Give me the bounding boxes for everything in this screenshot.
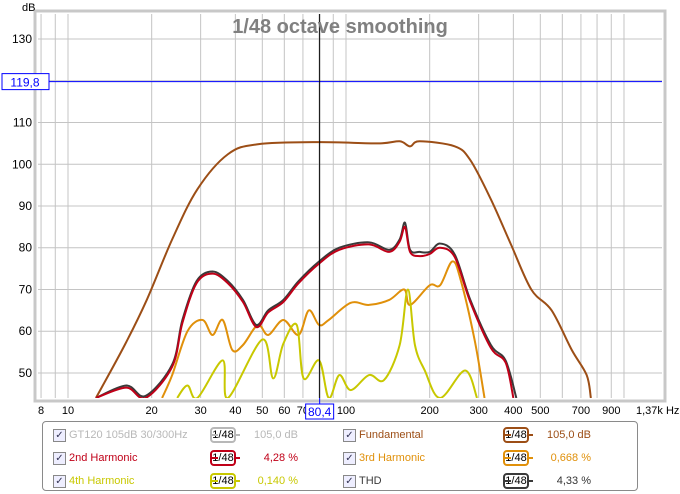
x-tick-label: 10 — [62, 405, 74, 417]
legend-item: ✓ Fundamental 1/48 105,0 dB — [343, 426, 633, 444]
smoothing-button[interactable]: 1/48 — [210, 473, 240, 489]
smoothing-value: 1/48 — [505, 429, 527, 441]
y-tick-label: 80 — [19, 241, 33, 255]
x-tick-label: 700 — [572, 405, 590, 417]
x-tick-label: 30 — [195, 405, 207, 417]
x-tick-label: 40 — [229, 405, 241, 417]
x-tick-label: 100 — [337, 405, 355, 417]
y-axis-label: dB — [22, 2, 35, 14]
legend: ✓ GT120 105dB 30/300Hz 1/48 105,0 dB ✓ Fu… — [42, 421, 638, 491]
y-tick-label: 60 — [19, 324, 33, 338]
smoothing-value: 1/48 — [212, 429, 234, 441]
legend-checkbox[interactable]: ✓ — [343, 452, 356, 465]
x-tick-label: 900 — [602, 405, 620, 417]
legend-item: ✓ 2nd Harmonic 1/48 4,28 % — [53, 449, 343, 467]
smoothing-button[interactable]: 1/48 — [210, 427, 240, 443]
legend-checkbox[interactable]: ✓ — [343, 475, 356, 488]
smoothing-value: 1/48 — [212, 452, 234, 464]
x-tick-label: 500 — [531, 405, 549, 417]
x-tick-label: 20 — [146, 405, 158, 417]
series-line-3rd-harmonic — [161, 260, 486, 398]
x-tick-label: 200 — [421, 405, 439, 417]
smoothing-button[interactable]: 1/48 — [503, 427, 533, 443]
legend-value: 105,0 dB — [546, 429, 591, 441]
legend-value: 0,668 % — [550, 452, 591, 464]
x-tick-label: 60 — [278, 405, 290, 417]
legend-item: ✓ GT120 105dB 30/300Hz 1/48 105,0 dB — [53, 426, 343, 444]
legend-value: 105,0 dB — [253, 429, 298, 441]
legend-item: ✓ 4th Harmonic 1/48 0,140 % — [53, 472, 343, 490]
x-tick-label: 1,37k Hz — [636, 405, 679, 417]
legend-label: 2nd Harmonic — [69, 452, 138, 464]
series-line-2nd-harmonic — [95, 225, 515, 398]
cursor-x-box — [305, 403, 335, 420]
smoothing-button[interactable]: 1/48 — [210, 450, 240, 466]
legend-value: 0,140 % — [257, 475, 298, 487]
smoothing-value: 1/48 — [505, 475, 527, 487]
plot-frame — [33, 9, 667, 403]
smoothing-value: 1/48 — [212, 475, 234, 487]
legend-label: 4th Harmonic — [69, 475, 135, 487]
legend-item: ✓ 3rd Harmonic 1/48 0,668 % — [343, 449, 633, 467]
x-tick-label: 400 — [504, 405, 522, 417]
x-tick-label: 50 — [256, 405, 268, 417]
x-tick-label: 300 — [469, 405, 487, 417]
series-line-4th-harmonic — [176, 288, 478, 398]
y-tick-label: 50 — [19, 366, 33, 380]
smoothing-button[interactable]: 1/48 — [503, 450, 533, 466]
series-group — [95, 140, 592, 398]
legend-label: 3rd Harmonic — [359, 452, 426, 464]
legend-checkbox[interactable]: ✓ — [53, 452, 66, 465]
cursor-y-readout: 119,8 — [10, 76, 39, 90]
smoothing-value: 1/48 — [505, 452, 527, 464]
cursor-y-box — [1, 73, 50, 91]
legend-label: GT120 105dB 30/300Hz — [69, 429, 188, 441]
y-tick-label: 70 — [19, 282, 33, 296]
legend-value: 4,33 % — [556, 475, 591, 487]
legend-checkbox[interactable]: ✓ — [53, 429, 66, 442]
legend-item: ✓ THD 1/48 4,33 % — [343, 472, 633, 490]
series-line-fundamental — [95, 140, 592, 398]
legend-label: THD — [359, 475, 382, 487]
legend-label: Fundamental — [359, 429, 424, 441]
cursor-x-readout: 80,4 — [308, 405, 332, 419]
y-tick-label: 110 — [13, 116, 32, 130]
legend-value: 4,28 % — [263, 452, 298, 464]
y-tick-label: 130 — [12, 32, 32, 46]
legend-checkbox[interactable]: ✓ — [343, 429, 356, 442]
y-tick-label: 90 — [19, 199, 33, 213]
x-tick-label: 8 — [38, 405, 44, 417]
chart-title: 1/48 octave smoothing — [232, 16, 448, 38]
legend-checkbox[interactable]: ✓ — [53, 475, 66, 488]
y-tick-label: 100 — [12, 157, 32, 171]
smoothing-button[interactable]: 1/48 — [503, 473, 533, 489]
